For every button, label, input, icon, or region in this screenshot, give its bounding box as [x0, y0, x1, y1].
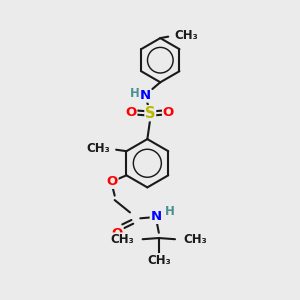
Text: N: N: [140, 89, 151, 102]
Text: O: O: [163, 106, 174, 119]
Text: CH₃: CH₃: [111, 233, 134, 246]
Text: CH₃: CH₃: [174, 29, 198, 42]
Text: O: O: [107, 175, 118, 188]
Text: S: S: [145, 106, 155, 121]
Text: N: N: [150, 210, 161, 223]
Text: CH₃: CH₃: [147, 254, 171, 267]
Text: H: H: [130, 87, 140, 100]
Text: O: O: [125, 106, 137, 119]
Text: CH₃: CH₃: [183, 233, 207, 246]
Text: O: O: [112, 226, 123, 239]
Text: H: H: [165, 205, 175, 218]
Text: CH₃: CH₃: [86, 142, 110, 155]
